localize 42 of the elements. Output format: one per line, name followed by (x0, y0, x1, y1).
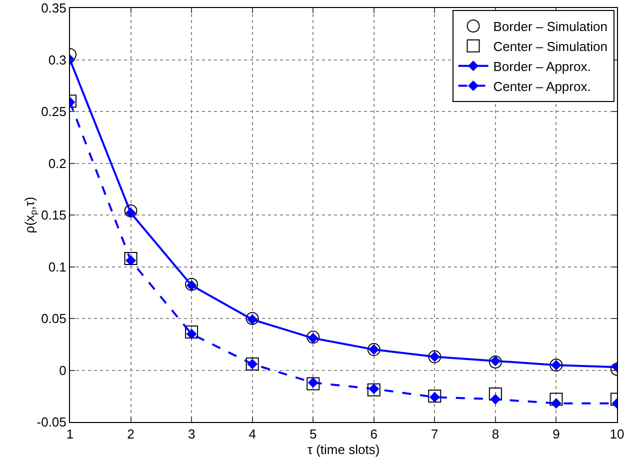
point (124, 252, 138, 265)
x-tick-label: 1 (66, 426, 74, 442)
point (308, 333, 318, 344)
x-tick-label: 7 (431, 426, 438, 442)
point (430, 392, 440, 402)
point (306, 377, 320, 390)
y-tick-label: 0.15 (41, 208, 66, 223)
point (490, 356, 500, 366)
y-tick-label: 0.1 (48, 259, 66, 274)
x-axis-title: τ (time slots) (307, 442, 380, 458)
x-tick-label: 9 (552, 426, 560, 442)
y-tick-label: 0.35 (41, 0, 66, 16)
legend-label: Center – Simulation (493, 38, 608, 54)
point (550, 392, 563, 406)
point (124, 204, 138, 218)
x-tick-label: 2 (127, 426, 134, 442)
x-tick-label: 5 (309, 426, 317, 442)
point (185, 278, 198, 291)
y-tick-label: 0.05 (41, 311, 66, 326)
point (186, 328, 197, 340)
point (490, 394, 500, 404)
point (488, 388, 502, 401)
y-tick-label: 0 (59, 362, 66, 378)
x-tick-label: 3 (188, 426, 196, 442)
y-tick-label: 0.25 (41, 104, 66, 120)
y-tick-label: 0.2 (48, 156, 66, 171)
x-tick-label: 4 (248, 426, 256, 442)
legend-label: Center – Approx. (493, 78, 591, 94)
x-tick-label: 10 (610, 426, 624, 442)
point (186, 280, 197, 290)
y-tick-label: 0.3 (48, 52, 66, 68)
x-tick-label: 6 (370, 426, 378, 442)
point (185, 325, 198, 338)
legend-label: Border – Approx. (493, 58, 591, 74)
point (126, 208, 136, 218)
point (551, 398, 562, 408)
x-tick-label: 8 (492, 426, 500, 442)
legend-label: Border – Simulation (493, 19, 608, 34)
y-tick-label: -0.05 (36, 414, 66, 430)
point (126, 255, 136, 266)
point (308, 378, 318, 388)
point (368, 384, 379, 394)
